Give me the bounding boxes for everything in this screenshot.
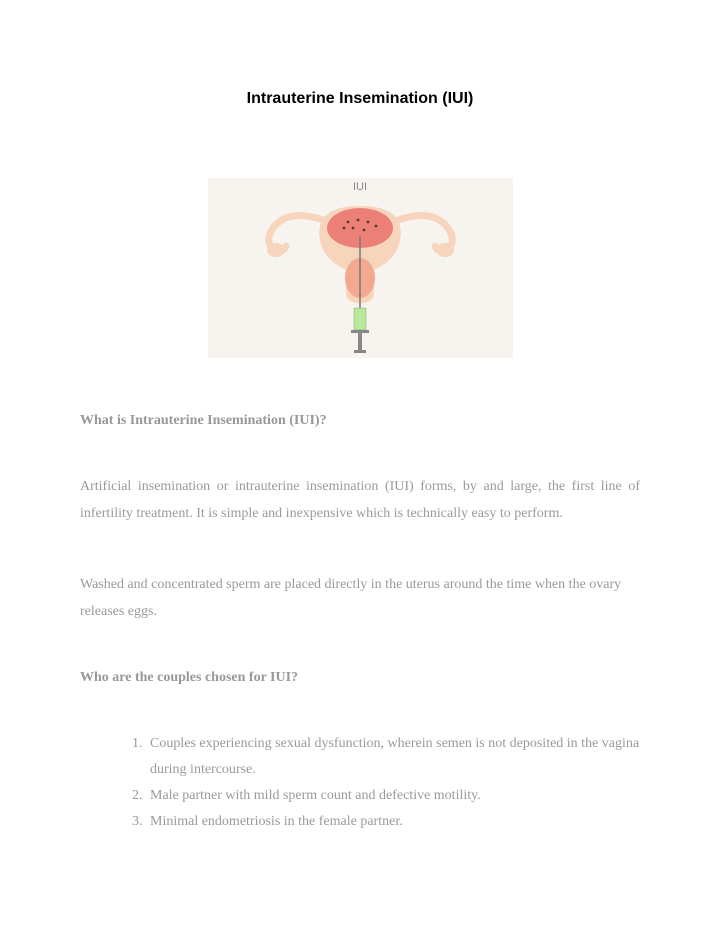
syringe-thumb (354, 350, 366, 353)
heading-who-chosen: Who are the couples chosen for IUI? (80, 670, 640, 686)
syringe-flange (351, 330, 369, 333)
list-item: Couples experiencing sexual dysfunction,… (146, 731, 640, 783)
left-ovary (267, 243, 285, 257)
syringe-plunger-rod (358, 333, 362, 351)
list-item: Minimal endometriosis in the female part… (146, 809, 640, 835)
uterus-illustration: IUI (208, 178, 513, 358)
diagram-container: IUI (80, 178, 640, 358)
diagram-label: IUI (352, 181, 366, 193)
page-title: Intrauterine Insemination (IUI) (80, 90, 640, 108)
heading-what-is-iui: What is Intrauterine Insemination (IUI)? (80, 413, 640, 429)
intro-paragraph-2: Washed and concentrated sperm are placed… (80, 572, 640, 625)
right-ovary (436, 243, 454, 257)
intro-paragraph-1: Artificial insemination or intrauterine … (80, 474, 640, 527)
candidates-list: Couples experiencing sexual dysfunction,… (80, 731, 640, 835)
syringe-barrel (354, 308, 366, 330)
iui-diagram: IUI (208, 178, 513, 358)
list-item: Male partner with mild sperm count and d… (146, 783, 640, 809)
